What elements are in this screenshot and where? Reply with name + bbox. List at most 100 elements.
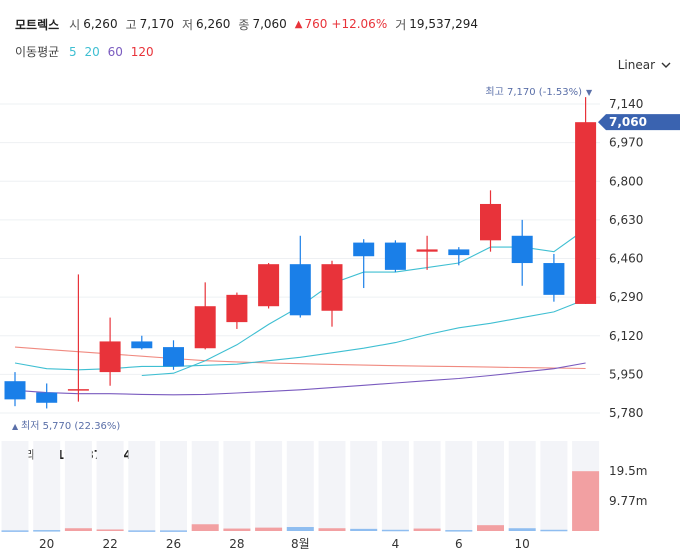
candle-body	[289, 264, 311, 316]
moving-average-legend: 이동평균 5 20 60 120	[15, 43, 158, 60]
volume-bg-column	[477, 441, 504, 531]
x-tick-label: 26	[166, 537, 181, 551]
x-tick-label: 20	[39, 537, 54, 551]
max-arrow-icon: ▼	[586, 88, 593, 97]
candle-body	[36, 392, 58, 403]
candle-body	[416, 249, 438, 252]
ma60-line	[14, 362, 586, 396]
volume-bg-column	[128, 441, 156, 531]
chevron-down-icon	[661, 62, 671, 68]
x-tick-label: 28	[229, 537, 244, 551]
ma-period-5[interactable]: 5	[69, 45, 77, 59]
low-label: 저	[181, 17, 194, 32]
volume-panel-title: 거래량	[15, 448, 49, 462]
ma-period-20[interactable]: 20	[84, 45, 100, 59]
y-tick-label: 7,140	[609, 97, 643, 111]
volume-bar	[508, 528, 536, 531]
stock-name: 모트렉스	[15, 17, 60, 32]
volume-bg-column	[508, 441, 536, 531]
ma5-line	[141, 228, 586, 377]
volume-value: 19,537,294	[409, 17, 478, 31]
x-tick-label: 8월	[291, 537, 310, 551]
candle-body	[321, 264, 343, 311]
volume-bg-column	[540, 441, 568, 531]
volume-panel-value: 19,537,294	[55, 448, 132, 462]
volume-bg-column	[286, 441, 314, 531]
open-value: 6,260	[83, 17, 118, 31]
low-value: 6,260	[196, 17, 231, 31]
current-price-label: 7,060	[609, 115, 647, 129]
ma-period-60[interactable]: 60	[107, 45, 123, 59]
volume-bg-column	[572, 441, 600, 531]
ma-period-120[interactable]: 120	[130, 45, 154, 59]
scale-toggle-label: Linear	[617, 58, 655, 72]
volume-bar	[64, 528, 92, 531]
candle-body	[511, 235, 533, 264]
volume-bar	[255, 527, 283, 531]
y-tick-label: 5,780	[609, 406, 643, 420]
volume-bar	[1, 530, 29, 532]
y-tick-label: 6,290	[609, 290, 643, 304]
change-value: 760	[304, 17, 328, 31]
candle-body	[131, 341, 153, 349]
candle-body	[163, 347, 184, 367]
volume-bg-column	[191, 441, 219, 531]
y-tick-label: 6,800	[609, 174, 643, 188]
volume-bg-column	[255, 441, 283, 531]
close-value: 7,060	[252, 17, 287, 31]
ma120-line	[14, 346, 586, 370]
current-price-tag	[598, 114, 680, 131]
ma20-line	[14, 298, 586, 371]
volume-bg-column	[445, 441, 473, 531]
volume-panel-label: 거래량 19,537,294	[15, 446, 132, 463]
volume-tick-label: 9.77m	[609, 494, 647, 508]
volume-bar	[33, 530, 61, 532]
min-arrow-icon: ▲	[12, 422, 19, 431]
candle-body	[258, 264, 280, 307]
candle-body	[480, 203, 501, 241]
candle-body	[226, 294, 248, 323]
y-tick-label: 6,120	[609, 329, 643, 343]
quote-header: 모트렉스 시 6,260 고 7,170 저 6,260 종 7,060 ▲ 7…	[15, 15, 486, 33]
candle-body	[353, 242, 375, 257]
volume-bar	[381, 529, 409, 532]
y-tick-label: 5,950	[609, 367, 643, 381]
volume-bg-column	[350, 441, 378, 531]
volume-bar	[540, 529, 568, 532]
volume-bg-column	[318, 441, 346, 531]
candle-body	[194, 306, 216, 349]
volume-bg-column	[223, 441, 251, 531]
volume-label: 거	[395, 17, 407, 32]
min-annotation: 최저 5,770 (22.36%)	[21, 420, 120, 432]
volume-bar	[223, 528, 251, 531]
candle-body	[384, 242, 406, 270]
volume-bar	[191, 524, 219, 531]
volume-bar	[413, 528, 441, 531]
y-tick-label: 6,630	[609, 213, 643, 227]
candle-body	[575, 122, 597, 304]
moving-average-label: 이동평균	[15, 45, 60, 59]
candle-body	[4, 381, 26, 400]
scale-toggle[interactable]: Linear	[618, 58, 671, 72]
volume-bar	[318, 528, 346, 531]
volume-bar	[350, 528, 378, 531]
candle-body	[448, 249, 470, 256]
volume-bar	[286, 527, 314, 531]
volume-bar	[96, 529, 124, 531]
x-tick-label: 22	[102, 537, 117, 551]
volume-bar	[160, 530, 187, 532]
candle-body	[99, 341, 121, 373]
x-tick-label: 10	[515, 537, 530, 551]
x-tick-label: 4	[392, 537, 400, 551]
change-percent: +12.06%	[331, 17, 388, 31]
volume-bg-column	[413, 441, 441, 531]
candle-body	[67, 389, 89, 391]
candle-body	[543, 263, 565, 295]
x-tick-label: 6	[455, 537, 463, 551]
y-tick-label: 6,970	[609, 136, 643, 150]
y-tick-label: 6,460	[609, 252, 643, 266]
volume-bar	[445, 530, 473, 532]
close-label: 종	[238, 17, 250, 32]
high-label: 고	[125, 17, 137, 32]
